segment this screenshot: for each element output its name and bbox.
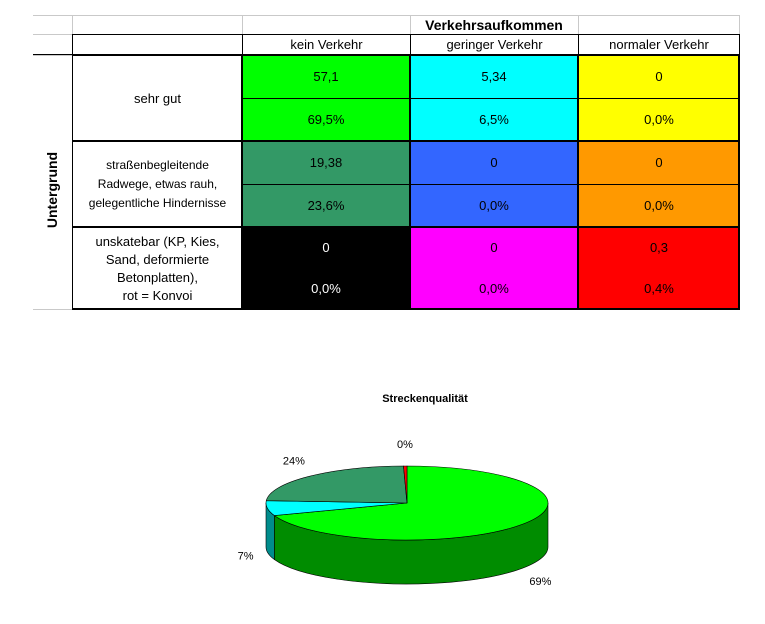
pie-slice xyxy=(265,465,408,504)
table-border xyxy=(738,54,740,310)
row-label-radwege: straßenbegleitende Radwege, etwas rauh, … xyxy=(73,142,242,227)
pie-slice xyxy=(273,465,549,541)
cell-radwege-gering-value: 0 xyxy=(410,141,578,184)
pie-slice-label: 7% xyxy=(238,550,254,562)
sheet-gridline xyxy=(410,15,411,35)
cell-sehr-gut-normal-value: 0 xyxy=(578,55,740,98)
pie-top xyxy=(265,465,549,541)
row-label-unskatebar: unskatebar (KP, Kies, Sand, deformierte … xyxy=(73,228,242,309)
cell-sehr-gut-gering-percent: 6,5% xyxy=(410,98,578,141)
cell-sehr-gut-kein-value: 57,1 xyxy=(242,55,410,98)
cell-unskatebar-kein-value: 0 xyxy=(242,227,410,268)
group-header: Verkehrsaufkommen xyxy=(425,17,563,33)
sheet-gridline xyxy=(739,15,740,35)
cell-unskatebar-gering-percent: 0,0% xyxy=(410,268,578,309)
row-label-unskatebar-line1: unskatebar (KP, Kies, xyxy=(95,233,220,249)
pie-slice xyxy=(265,500,408,516)
row-label-radwege-line3: gelegentliche Hindernisse xyxy=(88,196,227,210)
table-border xyxy=(72,54,73,310)
sheet-gridline xyxy=(33,309,73,310)
header-border-top xyxy=(72,34,740,35)
cell-radwege-gering-percent: 0,0% xyxy=(410,184,578,227)
sheet-gridline xyxy=(578,15,579,35)
pie-slice-side xyxy=(274,502,549,585)
pie-slice-label: 24% xyxy=(283,456,305,468)
cell-unskatebar-normal-percent: 0,4% xyxy=(578,268,740,309)
table-border xyxy=(72,54,740,56)
cell-unskatebar-normal-value: 0,3 xyxy=(578,227,740,268)
row-label-unskatebar-line2: Sand, deformierte xyxy=(105,251,210,267)
table-border xyxy=(409,54,411,310)
row-group-label: Untergrund xyxy=(44,151,60,229)
chart-title: Streckenqualität xyxy=(382,393,468,405)
pie-slice-label: 69% xyxy=(529,576,551,588)
table-border xyxy=(72,226,740,228)
table-border xyxy=(577,54,579,310)
table-border xyxy=(72,308,740,310)
header-border-mid1 xyxy=(242,34,243,55)
cell-sehr-gut-normal-percent: 0,0% xyxy=(578,98,740,141)
header-border-mid3 xyxy=(578,34,579,55)
pie-sides xyxy=(265,502,549,585)
cell-sehr-gut-kein-percent: 69,5% xyxy=(242,98,410,141)
table-inner-line xyxy=(242,184,739,185)
sheet-gridline xyxy=(242,15,243,35)
row-group-border xyxy=(33,54,73,55)
column-header-normaler-verkehr: normaler Verkehr xyxy=(609,36,709,52)
cell-sehr-gut-gering-value: 5,34 xyxy=(410,55,578,98)
row-label-radwege-line1: straßenbegleitende xyxy=(106,158,209,172)
pie-slice xyxy=(403,465,408,504)
table-border xyxy=(72,140,740,142)
pie-slice-side xyxy=(265,502,275,561)
sheet-gridline xyxy=(33,15,740,16)
row-label-unskatebar-line3: Betonplatten), xyxy=(117,269,198,285)
row-label-unskatebar-line4: rot = Konvoi xyxy=(122,287,193,303)
pie-labels: 69% 7% 24% 0% xyxy=(238,439,552,588)
cell-radwege-kein-percent: 23,6% xyxy=(242,184,410,227)
header-border-mid2 xyxy=(410,34,411,55)
column-header-geringer-verkehr: geringer Verkehr xyxy=(446,36,543,52)
column-header-kein-verkehr: kein Verkehr xyxy=(290,36,363,52)
table-inner-line xyxy=(242,98,739,99)
pie-slice-label: 0% xyxy=(397,439,413,451)
sheet-gridline xyxy=(33,55,73,56)
row-label-sehr-gut: sehr gut xyxy=(134,90,181,106)
cell-radwege-normal-value: 0 xyxy=(578,141,740,184)
cell-radwege-kein-value: 19,38 xyxy=(242,141,410,184)
header-border-right xyxy=(739,34,740,55)
cell-unskatebar-kein-percent: 0,0% xyxy=(242,268,410,309)
sheet-gridline xyxy=(33,34,73,35)
table-border xyxy=(241,54,243,310)
cell-unskatebar-gering-value: 0 xyxy=(410,227,578,268)
header-border-left xyxy=(72,34,73,55)
row-label-radwege-line2: Radwege, etwas rauh, xyxy=(97,177,218,191)
cell-radwege-normal-percent: 0,0% xyxy=(578,184,740,227)
